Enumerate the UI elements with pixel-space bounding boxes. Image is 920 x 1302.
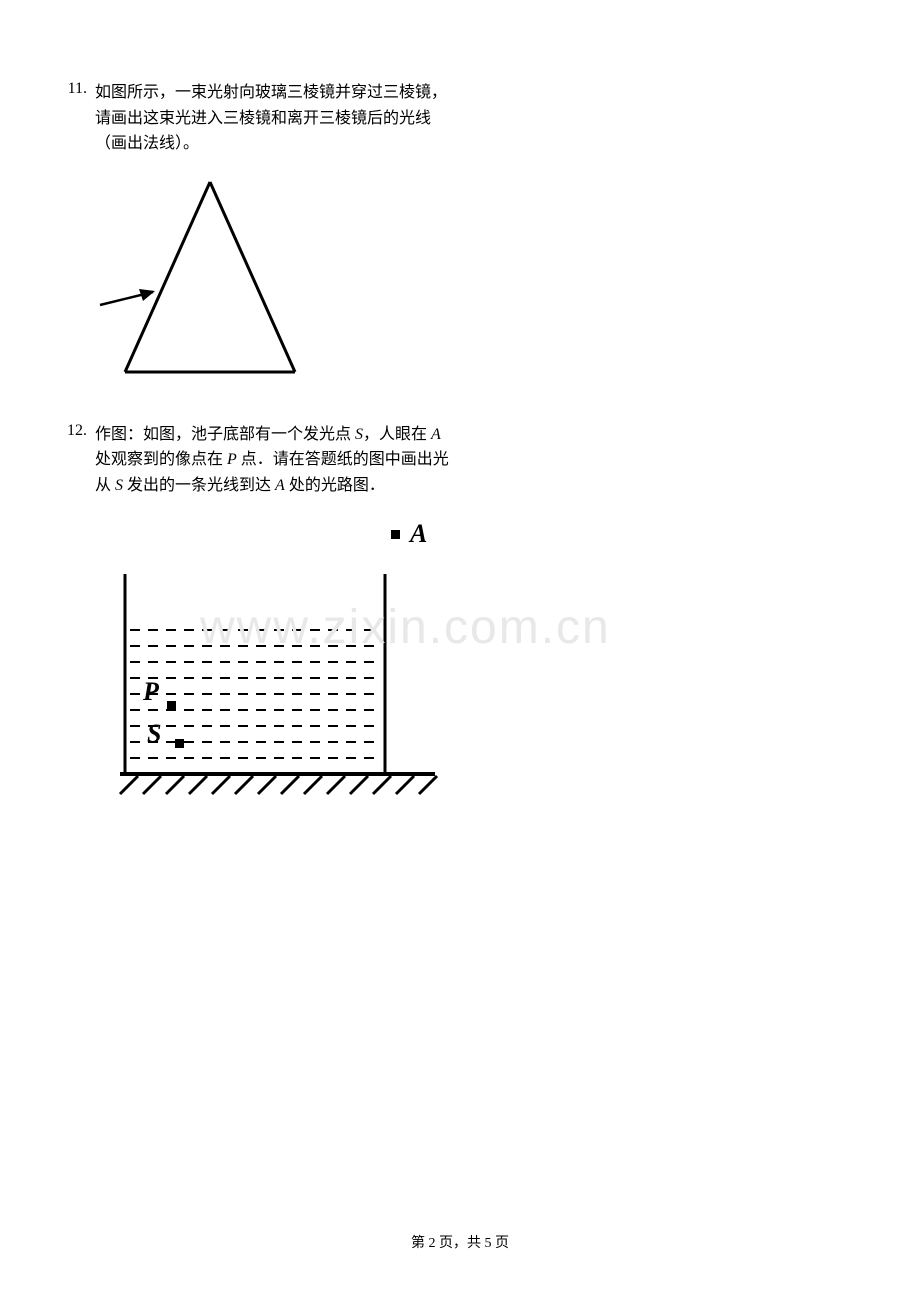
- pool-svg: A P S: [95, 514, 465, 834]
- prism-right-side: [210, 182, 295, 372]
- question-12: 12. 作图：如图，池子底部有一个发光点 S，人眼在 A 处观察到的像点在 P …: [60, 422, 830, 839]
- hatch-line: [212, 776, 230, 794]
- hatch-line: [189, 776, 207, 794]
- figure-pool: A P S: [95, 514, 830, 839]
- question-number: 12.: [60, 422, 95, 839]
- hatch-line: [350, 776, 368, 794]
- question-body: 如图所示，一束光射向玻璃三棱镜并穿过三棱镜， 请画出这束光进入三棱镜和离开三棱镜…: [95, 80, 830, 392]
- hatch-line: [143, 776, 161, 794]
- point-s-marker: [175, 739, 184, 748]
- question-text-line: （画出法线）。: [95, 131, 830, 157]
- hatch-line: [373, 776, 391, 794]
- hatch-line: [258, 776, 276, 794]
- point-p-label: P: [142, 677, 160, 706]
- question-text-line: 请画出这束光进入三棱镜和离开三棱镜后的光线: [95, 106, 830, 132]
- question-text-line: 作图：如图，池子底部有一个发光点 S，人眼在 A: [95, 422, 830, 448]
- question-11: 11. 如图所示，一束光射向玻璃三棱镜并穿过三棱镜， 请画出这束光进入三棱镜和离…: [60, 80, 830, 392]
- prism-svg: [95, 172, 325, 387]
- question-body: 作图：如图，池子底部有一个发光点 S，人眼在 A 处观察到的像点在 P 点．请在…: [95, 422, 830, 839]
- figure-prism: [95, 172, 830, 392]
- hatch-line: [166, 776, 184, 794]
- hatch-line: [419, 776, 437, 794]
- hatch-line: [281, 776, 299, 794]
- point-a-label: A: [408, 519, 427, 548]
- page-footer: 第 2 页，共 5 页: [0, 1232, 920, 1252]
- point-s-label: S: [147, 719, 161, 748]
- question-number: 11.: [60, 80, 95, 392]
- point-p-marker: [167, 701, 176, 710]
- hatch-line: [304, 776, 322, 794]
- arrow-head-icon: [139, 289, 155, 301]
- hatch-line: [396, 776, 414, 794]
- question-text-line: 如图所示，一束光射向玻璃三棱镜并穿过三棱镜，: [95, 80, 830, 106]
- hatch-line: [235, 776, 253, 794]
- question-text-line: 从 S 发出的一条光线到达 A 处的光路图．: [95, 473, 830, 499]
- question-text-line: 处观察到的像点在 P 点．请在答题纸的图中画出光: [95, 447, 830, 473]
- hatch-line: [327, 776, 345, 794]
- hatch-line: [120, 776, 138, 794]
- prism-left-side: [125, 182, 210, 372]
- point-a-marker: [391, 530, 400, 539]
